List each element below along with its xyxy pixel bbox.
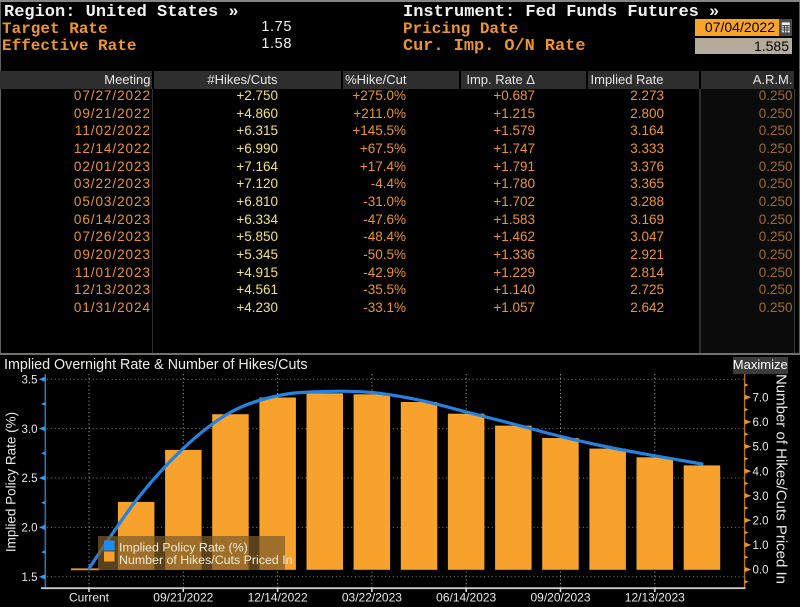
- svg-text:2.0: 2.0: [753, 516, 769, 528]
- svg-text:09/21/2022: 09/21/2022: [153, 591, 213, 605]
- svg-text:Implied Policy Rate (%): Implied Policy Rate (%): [4, 412, 19, 552]
- svg-text:06/14/2023: 06/14/2023: [436, 591, 496, 605]
- svg-text:4.0: 4.0: [753, 466, 769, 478]
- svg-text:2.5: 2.5: [22, 473, 38, 485]
- svg-text:3.0: 3.0: [22, 424, 38, 436]
- svg-text:12/14/2022: 12/14/2022: [248, 591, 308, 605]
- svg-text:5.0: 5.0: [753, 442, 769, 454]
- svg-text:Current: Current: [69, 591, 110, 605]
- svg-text:03/22/2023: 03/22/2023: [342, 591, 402, 605]
- svg-text:Number of Hikes/Cuts Priced In: Number of Hikes/Cuts Priced In: [119, 553, 293, 567]
- svg-text:3.0: 3.0: [753, 491, 769, 503]
- svg-text:7.0: 7.0: [753, 393, 769, 405]
- svg-text:09/20/2023: 09/20/2023: [530, 591, 590, 605]
- svg-text:3.5: 3.5: [22, 374, 38, 386]
- svg-text:12/13/2023: 12/13/2023: [625, 591, 685, 605]
- svg-text:2.0: 2.0: [22, 523, 38, 535]
- svg-text:0.0: 0.0: [753, 565, 769, 577]
- svg-text:1.0: 1.0: [753, 540, 769, 552]
- svg-text:Implied Policy Rate (%): Implied Policy Rate (%): [119, 541, 248, 555]
- svg-text:Number of Hikes/Cuts Priced In: Number of Hikes/Cuts Priced In: [773, 374, 790, 584]
- svg-text:1.5: 1.5: [22, 572, 38, 584]
- svg-text:6.0: 6.0: [753, 417, 769, 429]
